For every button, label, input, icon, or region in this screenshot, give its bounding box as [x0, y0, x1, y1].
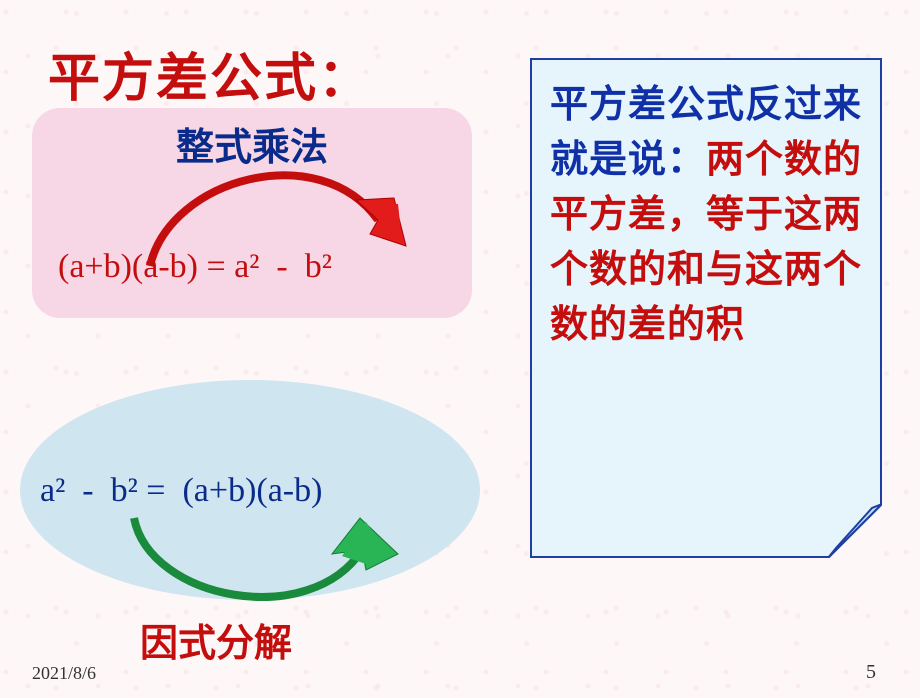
multiplication-card: 整式乘法 (a+b)(a-b) = a² - b²	[32, 108, 472, 318]
footer-date: 2021/8/6	[32, 663, 96, 684]
explanation-note: 平方差公式反过来就是说：两个数的平方差，等于这两个数的和与这两个数的差的积	[530, 58, 882, 558]
factorization-formula: a² - b² = (a+b)(a-b)	[40, 472, 322, 510]
slide-title: 平方差公式：	[48, 36, 372, 111]
factorization-ellipse: a² - b² = (a+b)(a-b)	[20, 380, 480, 600]
factorization-label: 因式分解	[140, 612, 292, 667]
note-text: 平方差公式反过来就是说：两个数的平方差，等于这两个数的和与这两个数的差的积	[550, 78, 864, 353]
footer-page-number: 5	[866, 661, 876, 684]
page-curl-icon	[828, 504, 882, 558]
multiplication-subtitle: 整式乘法	[32, 116, 472, 171]
multiplication-formula: (a+b)(a-b) = a² - b²	[58, 248, 332, 286]
